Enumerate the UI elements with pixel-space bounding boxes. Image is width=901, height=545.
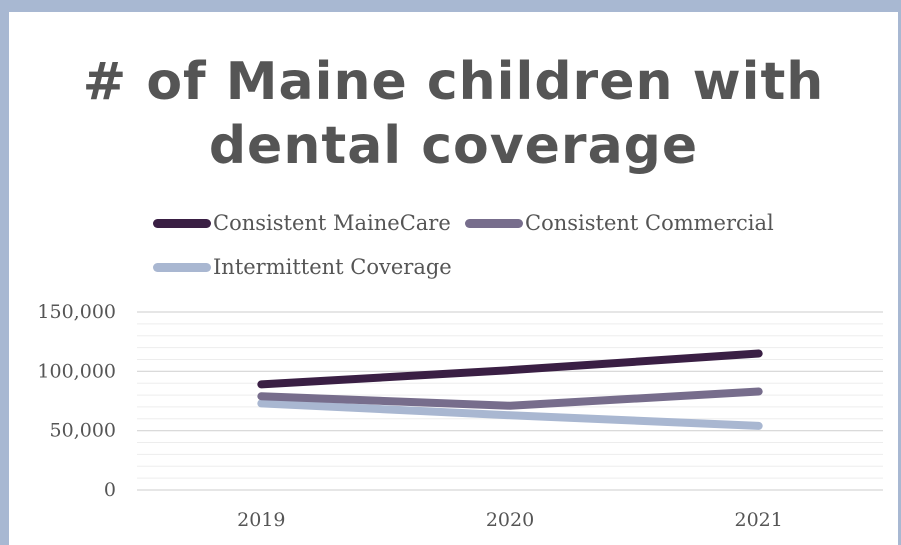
series-line: [257, 349, 763, 389]
y-tick-label: 100,000: [37, 360, 116, 382]
legend-swatch: [153, 218, 211, 228]
chart-title: # of Maine children with dental coverage: [82, 52, 825, 176]
x-tick-label: 2019: [237, 509, 285, 531]
y-tick-label: 50,000: [50, 420, 116, 442]
legend-label: Intermittent Coverage: [213, 255, 452, 279]
series-line: [257, 387, 763, 410]
series-line: [257, 399, 763, 430]
legend-item-intermittent-coverage: Intermittent Coverage: [153, 255, 452, 279]
y-tick-label: 0: [104, 479, 116, 501]
y-tick-label: 150,000: [37, 301, 116, 323]
plot-area: 0 50,000 100,000 150,000 2019 2020 2021: [37, 301, 883, 531]
legend-label: Consistent Commercial: [525, 211, 774, 235]
legend-swatch: [153, 262, 211, 272]
legend-item-consistent-commercial: Consistent Commercial: [465, 211, 774, 235]
legend-item-consistent-mainecare: Consistent MaineCare: [153, 211, 451, 235]
legend-swatch: [465, 218, 523, 228]
chart-panel: # of Maine children with dental coverage…: [9, 12, 898, 545]
x-tick-label: 2020: [486, 509, 534, 531]
x-tick-label: 2021: [734, 509, 782, 531]
legend-label: Consistent MaineCare: [213, 211, 451, 235]
